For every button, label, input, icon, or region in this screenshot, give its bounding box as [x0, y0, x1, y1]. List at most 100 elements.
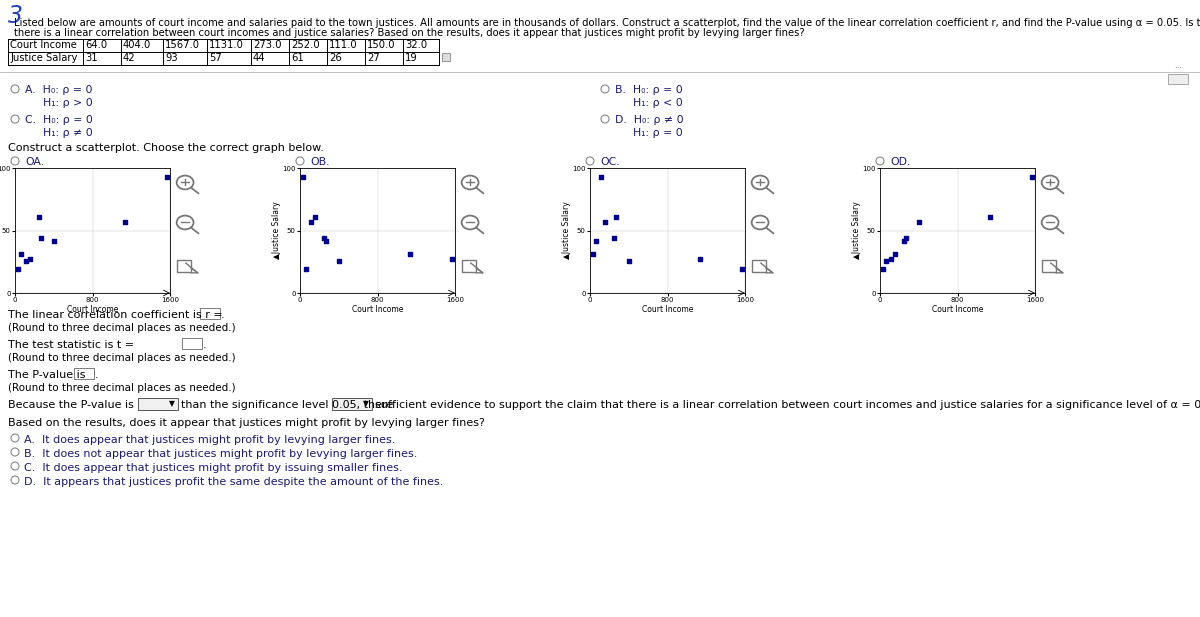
Y-axis label: ▲Justice Salary: ▲Justice Salary: [562, 202, 571, 259]
Point: [605, 233, 624, 243]
Bar: [1168, 74, 1188, 84]
Text: than the significance level 0.05, there: than the significance level 0.05, there: [181, 400, 394, 410]
Point: [876, 255, 895, 265]
Point: [587, 236, 606, 246]
Point: [8, 264, 28, 274]
Text: (Round to three decimal places as needed.): (Round to three decimal places as needed…: [8, 353, 235, 363]
Point: [874, 264, 893, 274]
Point: [20, 254, 40, 264]
Text: The P-value is: The P-value is: [8, 370, 85, 380]
Text: ▼: ▼: [169, 399, 175, 408]
Text: 150.0: 150.0: [367, 40, 396, 50]
Text: B.  H₀: ρ = 0: B. H₀: ρ = 0: [616, 85, 683, 95]
Point: [732, 264, 751, 274]
Point: [884, 249, 904, 259]
Text: 111.0: 111.0: [329, 40, 358, 50]
Text: 3: 3: [8, 4, 23, 28]
Text: C.  H₀: ρ = 0: C. H₀: ρ = 0: [25, 115, 92, 125]
Text: Listed below are amounts of court income and salaries paid to the town justices.: Listed below are amounts of court income…: [14, 18, 1200, 28]
Text: 93: 93: [166, 53, 178, 63]
X-axis label: Court Income: Court Income: [642, 305, 694, 313]
Text: D.  H₀: ρ ≠ 0: D. H₀: ρ ≠ 0: [616, 115, 684, 125]
Point: [115, 217, 134, 226]
Text: OB.: OB.: [310, 157, 330, 167]
Bar: [200, 308, 220, 319]
Text: A.  H₀: ρ = 0: A. H₀: ρ = 0: [25, 85, 92, 95]
Point: [301, 217, 320, 226]
Text: sufficient evidence to support the claim that there is a linear correlation betw: sufficient evidence to support the claim…: [374, 400, 1200, 410]
Point: [296, 264, 316, 274]
Text: 404.0: 404.0: [124, 40, 151, 50]
Point: [895, 236, 914, 246]
Text: Construct a scatterplot. Choose the correct graph below.: Construct a scatterplot. Choose the corr…: [8, 143, 324, 153]
Text: .: .: [203, 340, 206, 350]
Point: [583, 249, 602, 259]
Text: H₁: ρ = 0: H₁: ρ = 0: [634, 128, 683, 138]
Text: H₁: ρ ≠ 0: H₁: ρ ≠ 0: [43, 128, 92, 138]
Y-axis label: ▲Justice Salary: ▲Justice Salary: [852, 202, 860, 259]
Bar: [74, 368, 94, 379]
Bar: [332, 398, 372, 410]
Point: [607, 212, 626, 222]
Text: The linear correlation coefficient is r =: The linear correlation coefficient is r …: [8, 310, 223, 320]
Point: [32, 233, 52, 243]
Text: 57: 57: [209, 53, 222, 63]
Text: Court Income: Court Income: [10, 40, 77, 50]
Text: .: .: [221, 310, 224, 320]
Point: [881, 254, 900, 264]
Y-axis label: ▲Justice Salary: ▲Justice Salary: [272, 202, 281, 259]
Text: .: .: [95, 370, 98, 380]
Point: [317, 236, 336, 246]
Point: [294, 172, 313, 181]
Text: 42: 42: [124, 53, 136, 63]
Point: [595, 217, 614, 226]
Bar: [442, 53, 450, 61]
Point: [619, 255, 638, 265]
Point: [16, 255, 35, 265]
Text: Based on the results, does it appear that justices might profit by levying large: Based on the results, does it appear tha…: [8, 418, 485, 428]
Text: 252.0: 252.0: [292, 40, 319, 50]
Bar: [138, 398, 178, 410]
Text: 64.0: 64.0: [85, 40, 107, 50]
Bar: [751, 260, 766, 271]
Point: [443, 254, 462, 264]
Text: 26: 26: [329, 53, 342, 63]
Bar: [462, 260, 476, 271]
Text: 44: 44: [253, 53, 265, 63]
Point: [980, 212, 1000, 222]
Text: H₁: ρ > 0: H₁: ρ > 0: [43, 98, 92, 108]
Text: OA.: OA.: [25, 157, 44, 167]
Point: [12, 249, 31, 259]
Point: [690, 254, 709, 264]
Text: OD.: OD.: [890, 157, 911, 167]
Text: D.  It appears that justices profit the same despite the amount of the fines.: D. It appears that justices profit the s…: [24, 477, 443, 487]
Point: [44, 236, 64, 246]
Point: [1022, 172, 1042, 181]
Point: [896, 233, 916, 243]
Text: Because the P-value is: Because the P-value is: [8, 400, 134, 410]
Text: The test statistic is t =: The test statistic is t =: [8, 340, 134, 350]
Bar: [182, 338, 202, 349]
Text: 31: 31: [85, 53, 97, 63]
Point: [314, 233, 334, 243]
Point: [400, 249, 419, 259]
Text: (Round to three decimal places as needed.): (Round to three decimal places as needed…: [8, 383, 235, 393]
Text: OC.: OC.: [600, 157, 619, 167]
Point: [30, 212, 49, 222]
Point: [910, 217, 929, 226]
Text: (Round to three decimal places as needed.): (Round to three decimal places as needed…: [8, 323, 235, 333]
Text: B.  It does not appear that justices might profit by levying larger fines.: B. It does not appear that justices migh…: [24, 449, 418, 459]
Text: C.  It does appear that justices might profit by issuing smaller fines.: C. It does appear that justices might pr…: [24, 463, 402, 473]
Point: [592, 172, 611, 181]
Point: [305, 212, 324, 222]
Point: [330, 255, 349, 265]
Text: 32.0: 32.0: [406, 40, 427, 50]
Text: 273.0: 273.0: [253, 40, 282, 50]
Text: ▼: ▼: [364, 399, 368, 408]
Text: 61: 61: [292, 53, 304, 63]
X-axis label: Court Income: Court Income: [932, 305, 983, 313]
Text: A.  It does appear that justices might profit by levying larger fines.: A. It does appear that justices might pr…: [24, 435, 395, 445]
Text: 1131.0: 1131.0: [209, 40, 244, 50]
X-axis label: Court Income: Court Income: [67, 305, 118, 313]
Text: 19: 19: [406, 53, 418, 63]
